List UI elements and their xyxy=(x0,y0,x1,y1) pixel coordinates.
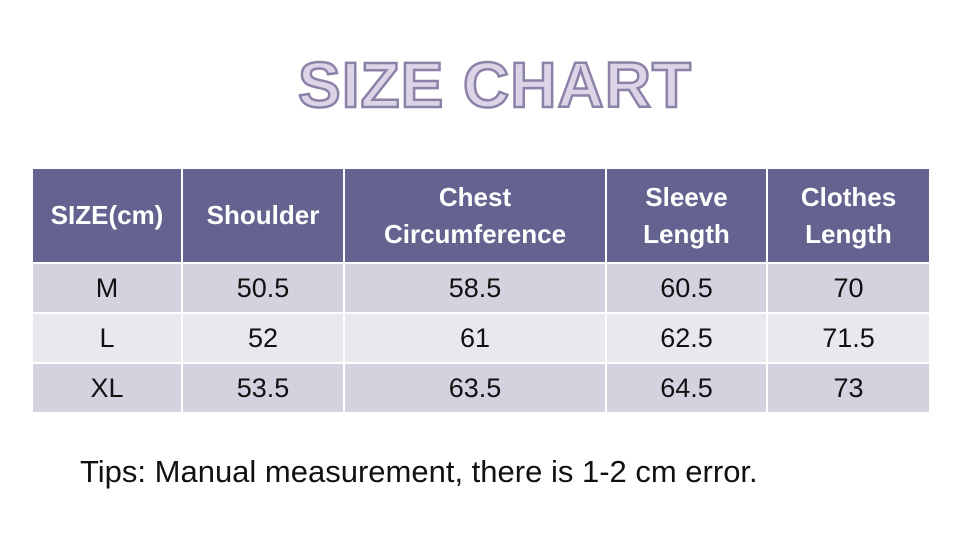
header-row: SIZE(cm) Shoulder Chest Circumference Sl… xyxy=(33,169,929,262)
table-cell: 53.5 xyxy=(183,364,343,412)
header-text: SIZE(cm) xyxy=(50,200,164,230)
table-cell: XL xyxy=(33,364,181,412)
title: SIZE CHART xyxy=(297,48,693,123)
table-cell: 70 xyxy=(768,264,929,312)
table-cell: 62.5 xyxy=(607,314,766,362)
table-cell: 58.5 xyxy=(345,264,605,312)
table-cell: 50.5 xyxy=(183,264,343,312)
header-cell: Shoulder xyxy=(183,169,343,262)
tips: Tips: Manual measurement, there is 1-2 c… xyxy=(80,454,758,489)
table-body: M 50.5 58.5 60.5 70 L 52 61 62.5 71.5 XL 53.5 63.5 64… xyxy=(33,264,929,412)
table-cell: 73 xyxy=(768,364,929,412)
header-text: Shoulder xyxy=(206,200,320,230)
table-cell: 52 xyxy=(183,314,343,362)
size-table: SIZE(cm) Shoulder Chest Circumference Sl… xyxy=(31,167,931,414)
table-cell: 64.5 xyxy=(607,364,766,412)
table-row: XL 53.5 63.5 64.5 73 xyxy=(33,364,929,412)
table-cell: 61 xyxy=(345,314,605,362)
header-cell: Chest Circumference xyxy=(345,169,605,262)
table-cell: 60.5 xyxy=(607,264,766,312)
table-cell: L xyxy=(33,314,181,362)
table-cell: 71.5 xyxy=(768,314,929,362)
header-text: Sleeve Length xyxy=(643,181,730,249)
table-cell: 63.5 xyxy=(345,364,605,412)
header-cell: Clothes Length xyxy=(768,169,929,262)
table-row: L 52 61 62.5 71.5 xyxy=(33,314,929,362)
header-cell: SIZE(cm) xyxy=(33,169,181,262)
header-cell: Sleeve Length xyxy=(607,169,766,262)
table-cell: M xyxy=(33,264,181,312)
header-text: Chest Circumference xyxy=(383,181,567,249)
table-row: M 50.5 58.5 60.5 70 xyxy=(33,264,929,312)
table-header: SIZE(cm) Shoulder Chest Circumference Sl… xyxy=(33,169,929,262)
header-text: Clothes Length xyxy=(800,181,897,249)
